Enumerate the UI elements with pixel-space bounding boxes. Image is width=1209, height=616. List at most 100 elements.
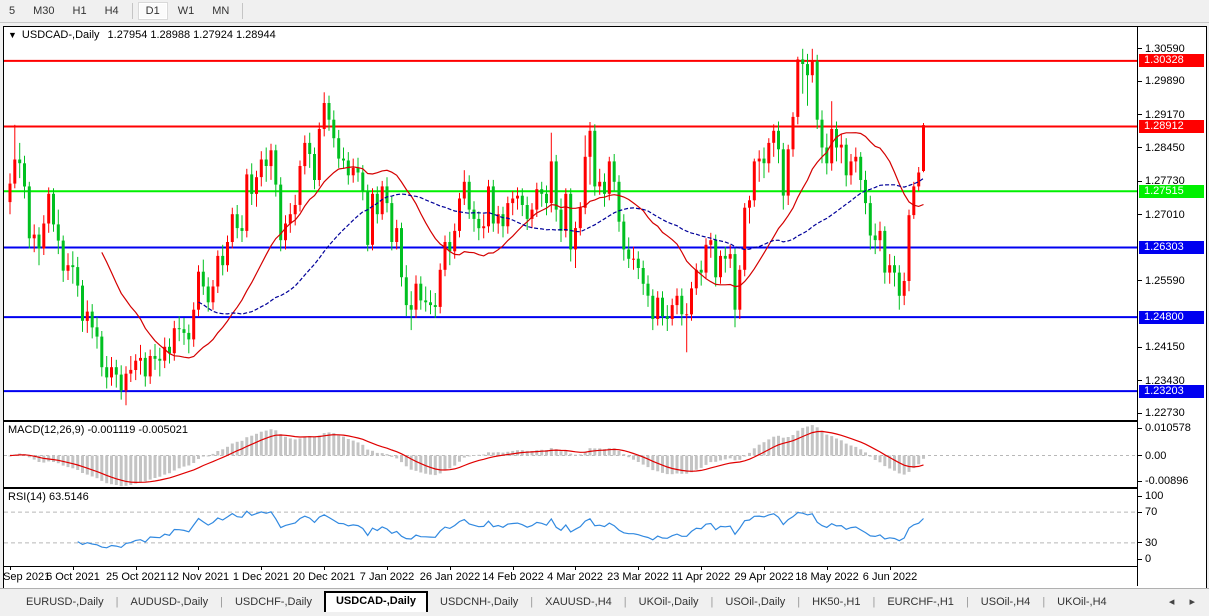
chart-title: ▼ USDCAD-,Daily 1.27954 1.28988 1.27924 1.… xyxy=(8,29,276,41)
date-label: 23 Mar 2022 xyxy=(607,571,669,583)
date-label: 25 Oct 2021 xyxy=(106,571,166,583)
tab-separator: | xyxy=(710,596,714,608)
macd-tick-label-tick xyxy=(1138,480,1142,482)
date-label: 1 Dec 2021 xyxy=(232,571,290,583)
main-chart-panel[interactable]: ▼ USDCAD-,Daily 1.27954 1.28988 1.27924 1.… xyxy=(4,27,1137,420)
rsi-tick-label-tick xyxy=(1138,542,1142,544)
timeframe-button-5[interactable]: 5 xyxy=(9,5,16,17)
candles xyxy=(8,48,925,406)
date-label: 29 Apr 2022 xyxy=(734,571,794,583)
macd-panel[interactable]: MACD(12,26,9) -0.001119 -0.005021 xyxy=(4,420,1137,487)
rsi-tick-label: 0 xyxy=(1145,553,1152,565)
price-tick-label-tick xyxy=(1138,280,1142,281)
timeframe-toolbar: 5 M30 H1 H4 D1 W1 MN xyxy=(0,0,1209,23)
date-tick xyxy=(387,567,388,570)
timeframe-button-w1[interactable]: W1 xyxy=(177,5,195,17)
date-label: 14 Feb 2022 xyxy=(482,571,544,583)
tab-separator: | xyxy=(623,596,627,608)
price-tick-label-tick xyxy=(1138,214,1142,216)
date-label: 26 Jan 2022 xyxy=(419,571,481,583)
date-label: 6 Jun 2022 xyxy=(862,571,918,583)
level-price-badge: 1.23203 xyxy=(1139,384,1204,398)
timeframe-button-m30[interactable]: M30 xyxy=(33,5,55,17)
ma-fast-line xyxy=(101,132,924,359)
date-tick xyxy=(198,567,199,570)
tab-separator: | xyxy=(1042,596,1046,608)
symbol-tab-bar: EURUSD-,Daily | AUDUSD-,Daily | USDCHF-,Dail… xyxy=(0,588,1209,612)
date-tick xyxy=(136,567,137,570)
date-tick xyxy=(10,567,11,570)
price-tick-label-tick xyxy=(1138,80,1142,82)
tab-xauusd-h4[interactable]: XAUUSD-,H4 xyxy=(545,596,612,608)
price-tick-label-tick xyxy=(1138,380,1142,382)
price-tick-label: 1.30590 xyxy=(1145,42,1185,55)
chart-dropdown-arrow-icon: ▼ xyxy=(8,30,17,40)
date-label: 17 Sep 2021 xyxy=(0,571,51,583)
tab-scroll-arrows[interactable]: ◂ ▸ xyxy=(1168,596,1201,608)
tab-usdcad-daily[interactable]: USDCAD-,Daily xyxy=(323,591,429,612)
date-label: 12 Nov 2021 xyxy=(166,571,230,583)
date-label: 4 Mar 2022 xyxy=(547,571,603,583)
tab-hk50-h1[interactable]: HK50-,H1 xyxy=(812,596,861,608)
price-tick-label-tick xyxy=(1138,346,1142,348)
tab-eurchf-h1[interactable]: EURCHF-,H1 xyxy=(887,596,954,608)
date-tick xyxy=(450,567,451,570)
rsi-label: RSI(14) 63.5146 xyxy=(8,491,89,503)
price-tick-label: 1.25590 xyxy=(1145,274,1185,287)
price-tick-label: 1.29890 xyxy=(1145,75,1185,88)
level-price-badge: 1.28912 xyxy=(1139,120,1204,134)
rsi-panel[interactable]: RSI(14) 63.5146 xyxy=(4,487,1137,566)
price-axis[interactable]: 1.30590 1.29890 1.29170 1.28450 1.27730 1.270… xyxy=(1137,27,1205,586)
tab-eurusd-daily[interactable]: EURUSD-,Daily xyxy=(26,596,104,608)
date-tick xyxy=(261,567,262,570)
tab-usdchf-daily[interactable]: USDCHF-,Daily xyxy=(234,596,312,608)
timeframe-button-mn[interactable]: MN xyxy=(212,5,230,17)
rsi-tick-label: 100 xyxy=(1145,490,1164,502)
tab-ukoil-daily[interactable]: UKOil-,Daily xyxy=(638,596,699,608)
rsi-tick-label-tick xyxy=(1138,511,1142,513)
macd-tick-label-tick xyxy=(1138,455,1142,457)
date-label: 18 May 2022 xyxy=(795,571,859,583)
price-tick-label-tick xyxy=(1138,48,1142,50)
tab-usdcnh-daily[interactable]: USDCNH-,Daily xyxy=(440,596,519,608)
rsi-tick-label-tick xyxy=(1138,558,1142,560)
date-tick xyxy=(827,567,828,570)
price-tick-label-tick xyxy=(1138,180,1142,182)
rsi-tick-label: 30 xyxy=(1145,536,1158,549)
date-tick xyxy=(575,567,576,570)
tab-usoil-daily[interactable]: USOil-,Daily xyxy=(725,596,786,608)
price-tick-label: 1.24150 xyxy=(1145,341,1185,354)
date-tick xyxy=(638,567,639,570)
macd-tick-label-tick xyxy=(1138,427,1142,429)
tab-separator: | xyxy=(220,596,223,608)
macd-signal-line xyxy=(9,430,924,484)
date-tick xyxy=(701,567,702,570)
date-label: 7 Jan 2022 xyxy=(359,571,415,583)
tab-separator: | xyxy=(115,596,119,608)
timeframe-button-h4[interactable]: H4 xyxy=(104,5,119,17)
price-tick-label: 1.27730 xyxy=(1145,175,1185,188)
date-tick xyxy=(73,567,74,570)
timeframe-button-h1[interactable]: H1 xyxy=(72,5,87,17)
date-label: 20 Dec 2021 xyxy=(292,571,356,583)
macd-tick-label: 0.00 xyxy=(1145,449,1167,462)
tab-audusd-daily[interactable]: AUDUSD-,Daily xyxy=(130,596,209,608)
date-tick xyxy=(513,567,514,570)
chart-window: ▼ USDCAD-,Daily 1.27954 1.28988 1.27924 1.… xyxy=(0,26,1207,589)
workspace: ▼ USDCAD-,Daily 1.27954 1.28988 1.27924 1.… xyxy=(0,23,1209,616)
tab-ukoil-h4[interactable]: UKOil-,H4 xyxy=(1057,596,1107,608)
price-tick-label-tick xyxy=(1138,114,1142,116)
chart-ohlc-values: 1.27954 1.28988 1.27924 1.28944 xyxy=(107,29,276,41)
ma-slow-line xyxy=(198,177,924,315)
macd-label: MACD(12,26,9) -0.001119 -0.005021 xyxy=(8,424,188,436)
price-tick-label-tick xyxy=(1138,147,1142,149)
price-tick-label: 1.29170 xyxy=(1145,108,1185,121)
date-label: 11 Apr 2022 xyxy=(671,571,731,583)
tab-usoil-h4[interactable]: USOil-,H4 xyxy=(980,596,1031,608)
timeframe-button-d1[interactable]: D1 xyxy=(137,2,168,20)
level-price-badge: 1.30328 xyxy=(1139,54,1204,68)
tab-separator: | xyxy=(872,596,876,608)
rsi-line xyxy=(77,510,924,549)
toolbar-separator xyxy=(242,3,244,19)
